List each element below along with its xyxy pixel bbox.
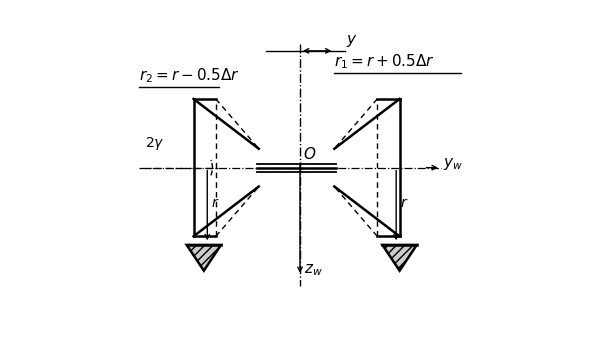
Text: $2\gamma$: $2\gamma$ <box>145 135 165 152</box>
Polygon shape <box>382 245 417 271</box>
Text: $O$: $O$ <box>304 147 317 163</box>
Text: $y_w$: $y_w$ <box>443 156 463 172</box>
Text: $r_2=r-0.5\Delta r$: $r_2=r-0.5\Delta r$ <box>139 67 239 85</box>
Text: $r$: $r$ <box>400 196 408 210</box>
Text: $y$: $y$ <box>346 33 358 49</box>
Polygon shape <box>187 245 221 271</box>
Text: $r_1=r+0.5\Delta r$: $r_1=r+0.5\Delta r$ <box>334 53 436 72</box>
Text: $r$: $r$ <box>211 196 219 210</box>
Text: $z_w$: $z_w$ <box>304 262 323 278</box>
